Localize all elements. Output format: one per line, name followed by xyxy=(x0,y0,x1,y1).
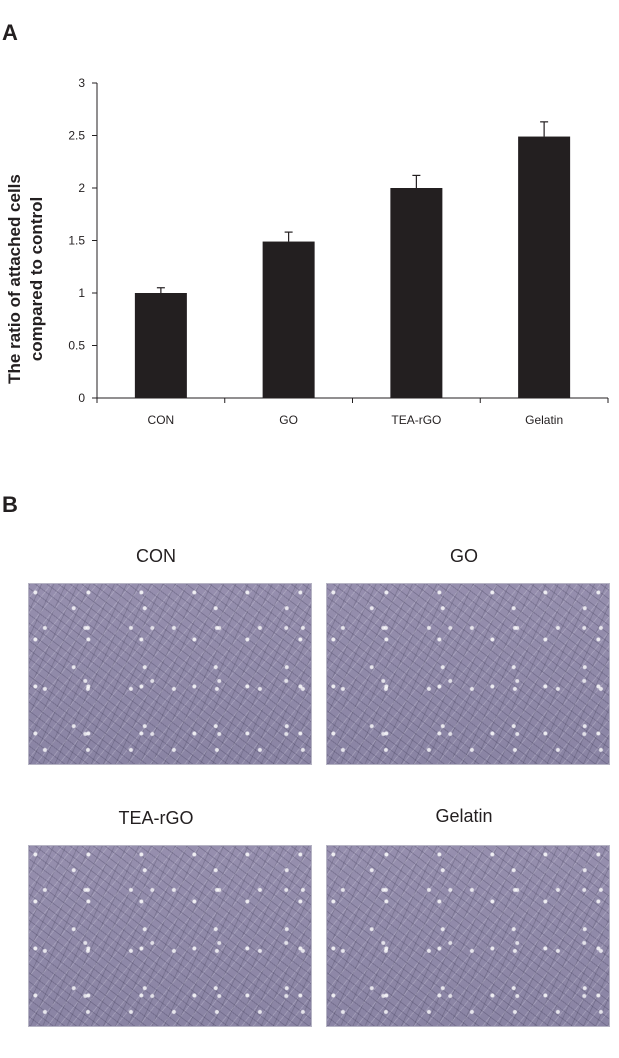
panel-a-label: A xyxy=(2,20,18,45)
image-title-go: GO xyxy=(449,546,478,566)
x-tick-label: GO xyxy=(279,413,298,427)
y-tick-label: 1 xyxy=(78,286,85,300)
y-axis-label-line1: The ratio of attached cells xyxy=(5,174,24,384)
micrograph-con xyxy=(28,583,312,765)
micrograph-go xyxy=(326,583,610,765)
bars xyxy=(134,121,571,399)
x-tick-label: TEA-rGO xyxy=(391,413,441,427)
y-tick-label: 3 xyxy=(78,76,85,90)
panel-b-label: B xyxy=(2,492,18,517)
y-tick-label: 1.5 xyxy=(68,234,85,248)
micrograph-gelatin xyxy=(326,845,610,1027)
x-tick-label: CON xyxy=(148,413,175,427)
y-tick-label: 2 xyxy=(78,181,85,195)
y-tick-label: 0.5 xyxy=(68,339,85,353)
x-axis: CON GO TEA-rGO Gelatin xyxy=(96,397,609,427)
y-tick-label: 0 xyxy=(78,391,85,405)
y-axis: 0 0.5 1 1.5 2 2.5 3 xyxy=(68,76,98,405)
bar xyxy=(262,241,315,398)
y-tick-label: 2.5 xyxy=(68,129,85,143)
x-tick-label: Gelatin xyxy=(525,413,563,427)
micrograph-tea-rgo xyxy=(28,845,312,1027)
y-axis-label-line2: compared to control xyxy=(27,197,46,361)
image-title-gelatin: Gelatin xyxy=(435,806,493,826)
image-title-tea-rgo: TEA-rGO xyxy=(118,808,194,828)
bar xyxy=(390,188,443,398)
bar xyxy=(518,136,571,399)
image-title-con: CON xyxy=(136,546,176,566)
bar-chart: 0 0.5 1 1.5 2 2.5 3 CON GO TEA-rGO Gelatin The ra… xyxy=(5,76,609,427)
bar xyxy=(134,293,187,398)
